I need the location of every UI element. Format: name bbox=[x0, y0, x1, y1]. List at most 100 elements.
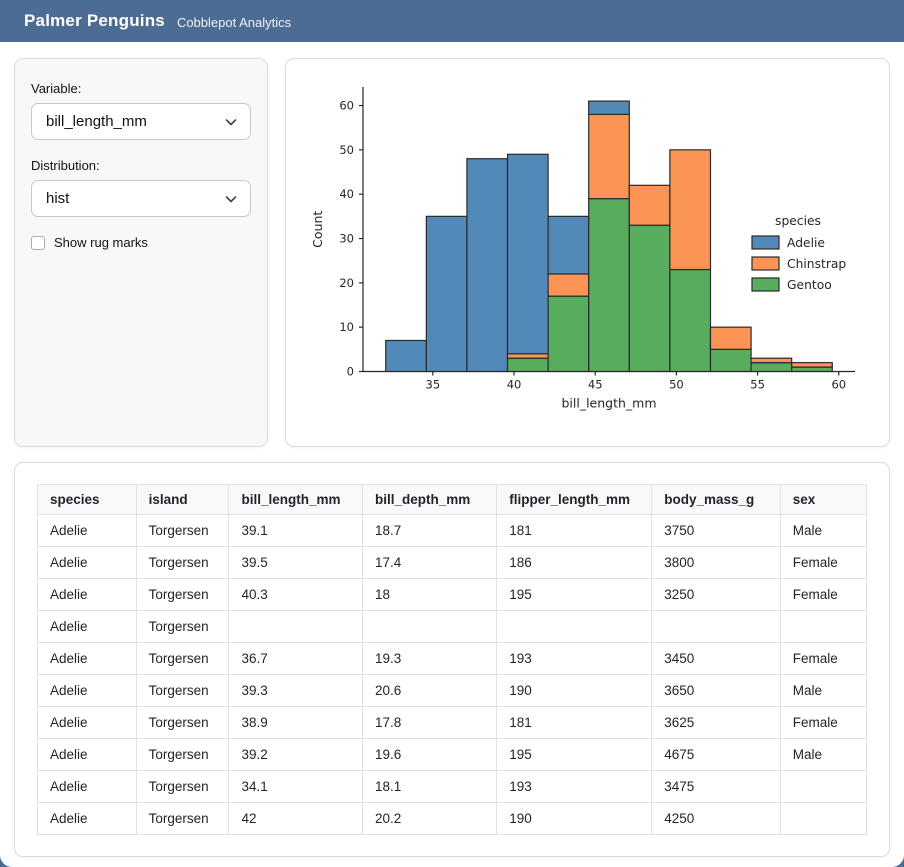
app-title: Palmer Penguins bbox=[24, 11, 165, 30]
table-card: species island bill_length_mm bill_depth_mm… bbox=[14, 462, 890, 857]
distribution-label: Distribution: bbox=[31, 158, 100, 173]
table-cell: Adelie bbox=[37, 770, 137, 803]
table-cell: Torgersen bbox=[135, 642, 230, 675]
table-cell: Torgersen bbox=[135, 674, 230, 707]
table-cell: Torgersen bbox=[135, 770, 230, 803]
hist-bar-segment bbox=[466, 158, 509, 373]
hist-bar-segment bbox=[791, 366, 833, 373]
legend-swatch bbox=[751, 277, 780, 292]
column-header: body_mass_g bbox=[651, 484, 781, 515]
sidebar: Variable: bill_length_mm Distribution: h… bbox=[14, 58, 268, 447]
table-cell bbox=[228, 610, 363, 643]
table-cell: 38.9 bbox=[228, 706, 363, 739]
top-row: Variable: bill_length_mm Distribution: h… bbox=[14, 58, 890, 447]
column-header: bill_depth_mm bbox=[361, 484, 498, 515]
column-header: island bbox=[135, 484, 230, 515]
table-cell: Torgersen bbox=[135, 546, 230, 579]
svg-text:55: 55 bbox=[750, 378, 765, 392]
table-cell: Male bbox=[779, 738, 868, 771]
table-cell: 190 bbox=[496, 674, 653, 707]
table-cell: 190 bbox=[496, 802, 653, 835]
svg-text:40: 40 bbox=[507, 378, 522, 392]
svg-text:50: 50 bbox=[669, 378, 684, 392]
table-cell: Adelie bbox=[37, 738, 137, 771]
table-cell: Torgersen bbox=[135, 514, 230, 547]
main-content: Variable: bill_length_mm Distribution: h… bbox=[0, 42, 904, 857]
column-header: bill_length_mm bbox=[228, 484, 363, 515]
legend-title: species bbox=[775, 214, 821, 228]
table-cell: Male bbox=[779, 514, 868, 547]
penguins-table: species island bill_length_mm bill_depth_mm… bbox=[37, 484, 868, 835]
hist-bar-segment bbox=[588, 113, 630, 200]
hist-bar-segment bbox=[588, 100, 630, 115]
table-cell: 195 bbox=[496, 738, 653, 771]
table-cell: Adelie bbox=[37, 610, 137, 643]
table-cell: Torgersen bbox=[135, 578, 230, 611]
table-row: Adelie Torgersen bbox=[37, 610, 868, 643]
svg-text:10: 10 bbox=[339, 320, 354, 334]
table-cell: 36.7 bbox=[228, 642, 363, 675]
hist-bar-segment bbox=[588, 198, 630, 373]
table-cell: 20.6 bbox=[361, 674, 498, 707]
table-cell: Adelie bbox=[37, 514, 137, 547]
legend-swatch bbox=[751, 235, 780, 250]
table-cell: 18.1 bbox=[361, 770, 498, 803]
table-cell: 39.1 bbox=[228, 514, 363, 547]
table-row: Adelie Torgersen 39.1 18.7 181 3750 Male bbox=[37, 514, 868, 547]
hist-bar-segment bbox=[385, 339, 427, 373]
table-row: Adelie Torgersen 39.2 19.6 195 4675 Male bbox=[37, 738, 868, 771]
hist-bar-segment bbox=[709, 326, 752, 350]
svg-text:20: 20 bbox=[339, 276, 354, 290]
variable-select-value: bill_length_mm bbox=[46, 113, 147, 130]
table-cell: 3625 bbox=[651, 706, 781, 739]
svg-text:60: 60 bbox=[831, 378, 846, 392]
svg-text:0: 0 bbox=[347, 365, 354, 379]
table-cell: 181 bbox=[496, 706, 653, 739]
hist-bar-segment bbox=[669, 149, 712, 271]
hist-bar-segment bbox=[425, 215, 468, 373]
table-row: Adelie Torgersen 34.1 18.1 193 3475 bbox=[37, 770, 868, 803]
hist-bar-segment bbox=[628, 224, 671, 373]
table-cell bbox=[496, 610, 653, 643]
table-cell: Adelie bbox=[37, 674, 137, 707]
variable-select[interactable]: bill_length_mm bbox=[31, 103, 251, 140]
variable-label: Variable: bbox=[31, 81, 82, 96]
table-cell bbox=[779, 770, 868, 803]
table-cell: 40.3 bbox=[228, 578, 363, 611]
column-header: sex bbox=[779, 484, 868, 515]
show-rug-label: Show rug marks bbox=[54, 235, 148, 250]
histogram-chart: 35 40 45 50 55 60 0 10 20 30 40 50 60 bill_length_mm C… bbox=[310, 87, 855, 411]
legend-swatch bbox=[751, 256, 780, 271]
app-header: Palmer Penguins Cobblepot Analytics bbox=[0, 0, 904, 42]
table-cell: 3800 bbox=[651, 546, 781, 579]
distribution-select[interactable]: hist bbox=[31, 180, 251, 217]
hist-bar-segment bbox=[547, 273, 590, 297]
legend-label: Gentoo bbox=[787, 278, 832, 292]
show-rug-checkbox[interactable] bbox=[31, 235, 45, 250]
hist-bar-segment bbox=[506, 357, 549, 373]
table-cell: 39.3 bbox=[228, 674, 363, 707]
table-cell bbox=[779, 610, 868, 643]
table-cell: Adelie bbox=[37, 642, 137, 675]
table-cell: 193 bbox=[496, 770, 653, 803]
table-cell: 20.2 bbox=[361, 802, 498, 835]
hist-bar-segment bbox=[791, 362, 833, 368]
table-cell: Torgersen bbox=[135, 706, 230, 739]
svg-text:35: 35 bbox=[426, 378, 441, 392]
table-cell: 17.4 bbox=[361, 546, 498, 579]
svg-text:40: 40 bbox=[339, 187, 354, 201]
hist-bar-segment bbox=[750, 357, 793, 364]
table-cell: 193 bbox=[496, 642, 653, 675]
svg-text:50: 50 bbox=[339, 143, 354, 157]
chart-card: 35 40 45 50 55 60 0 10 20 30 40 50 60 bill_length_mm C… bbox=[285, 58, 890, 447]
svg-text:30: 30 bbox=[339, 232, 354, 246]
table-cell: 34.1 bbox=[228, 770, 363, 803]
hist-bar-segment bbox=[547, 295, 590, 373]
table-cell: Female bbox=[779, 642, 868, 675]
table-cell: Female bbox=[779, 546, 868, 579]
table-cell bbox=[361, 610, 498, 643]
table-cell: Male bbox=[779, 674, 868, 707]
table-cell: Adelie bbox=[37, 802, 137, 835]
table-cell: 19.3 bbox=[361, 642, 498, 675]
